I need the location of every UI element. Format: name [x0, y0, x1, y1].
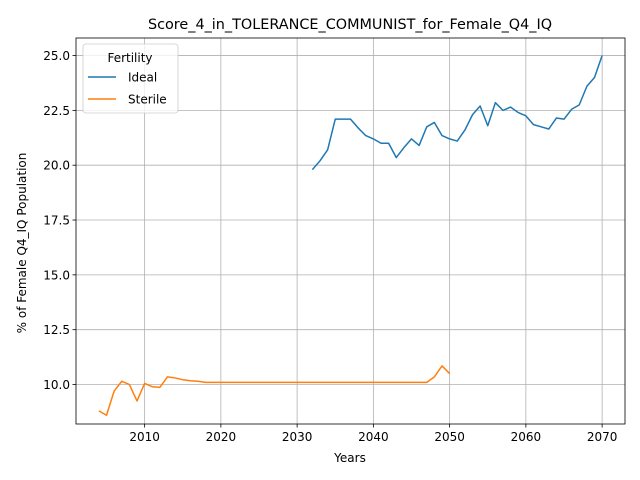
x-tick-label: 2040 — [358, 430, 389, 444]
legend-title: Fertility — [107, 51, 152, 65]
x-tick-label: 2070 — [587, 430, 618, 444]
x-tick-label: 2020 — [206, 430, 237, 444]
y-tick-label: 15.0 — [43, 268, 70, 282]
y-tick-label: 10.0 — [43, 378, 70, 392]
y-tick-label: 25.0 — [43, 49, 70, 63]
y-tick-label: 22.5 — [43, 104, 70, 118]
y-tick-label: 12.5 — [43, 323, 70, 337]
x-tick-label: 2060 — [511, 430, 542, 444]
legend-label-sterile: Sterile — [128, 93, 167, 107]
y-axis-label: % of Female Q4_IQ Population — [15, 153, 29, 334]
x-tick-label: 2010 — [129, 430, 160, 444]
legend: Fertility Ideal Sterile — [83, 44, 178, 113]
x-tick-label: 2030 — [282, 430, 313, 444]
y-tick-label: 17.5 — [43, 214, 70, 228]
x-tick-label: 2050 — [434, 430, 465, 444]
legend-label-ideal: Ideal — [128, 71, 157, 85]
x-axis-label: Years — [333, 451, 366, 465]
chart-title: Score_4_in_TOLERANCE_COMMUNIST_for_Femal… — [148, 17, 552, 33]
y-tick-label: 20.0 — [43, 159, 70, 173]
